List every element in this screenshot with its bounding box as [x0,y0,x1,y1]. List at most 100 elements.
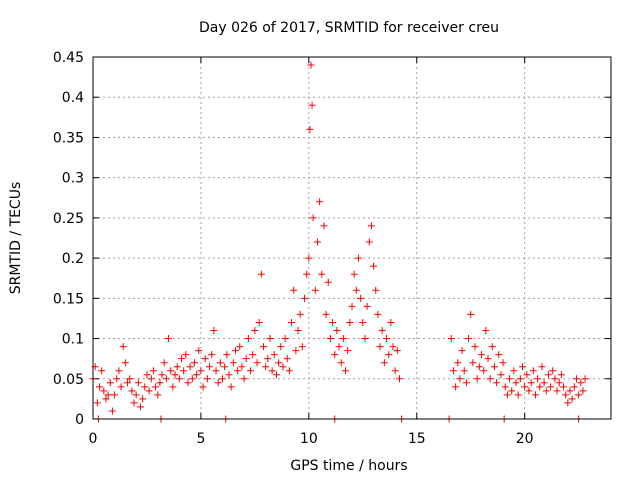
data-point [197,367,205,375]
data-point [486,375,494,383]
y-axis-label: SRMTID / TECUs [8,182,24,295]
data-point [270,351,278,359]
data-point [268,367,276,375]
data-point [365,238,373,246]
data-point [560,383,568,391]
data-point [512,379,520,387]
data-point [389,343,397,351]
data-point [126,375,134,383]
data-point [292,347,300,355]
data-point [119,343,127,351]
data-point [322,310,330,318]
x-tick-label: 0 [89,431,98,447]
data-point [456,375,464,383]
data-point [214,379,222,387]
data-point [320,222,328,230]
data-point [262,363,270,371]
data-point [572,375,580,383]
data-point [378,327,386,335]
data-point [503,391,511,399]
data-point [538,363,546,371]
data-point [152,383,160,391]
data-point [154,391,162,399]
data-point [249,351,257,359]
data-point [531,391,539,399]
data-point [469,359,477,367]
data-point [188,375,196,383]
data-point [495,351,503,359]
data-point [525,387,533,395]
data-point [117,383,125,391]
data-point [98,367,106,375]
data-point [279,363,287,371]
data-point [186,363,194,371]
y-tick-label: 0.15 [53,291,84,307]
data-point [510,367,518,375]
data-point [238,363,246,371]
data-point [201,355,209,363]
data-point [478,351,485,359]
data-point [570,383,578,391]
data-point [551,375,559,383]
data-point [329,318,337,326]
x-tick-label: 15 [408,431,426,447]
data-point [251,327,259,335]
y-tick-label: 0.45 [53,50,84,66]
data-point [145,387,153,395]
data-point [147,375,155,383]
data-point [298,343,306,351]
data-point [339,335,347,343]
data-point [301,294,309,302]
data-point [255,318,263,326]
data-point [352,286,360,294]
data-point [333,327,341,335]
data-point [527,379,535,387]
data-point [534,375,542,383]
data-point [311,286,319,294]
data-point [257,270,265,278]
data-point [195,347,203,355]
data-point [219,375,226,383]
data-point [579,387,587,395]
data-point [309,214,317,222]
data-point [175,375,183,383]
data-point [283,355,291,363]
data-point [290,286,298,294]
data-point [208,351,216,359]
plot-frame [92,56,612,420]
data-point [467,310,475,318]
data-point [206,363,214,371]
data-point [223,351,231,359]
data-point [156,379,164,387]
data-point [376,343,384,351]
data-point [244,335,252,343]
data-point [225,371,233,379]
data-point [272,371,280,379]
data-point [575,391,583,399]
data-point [296,310,304,318]
data-point [342,367,350,375]
data-point [130,399,138,407]
data-point [240,375,248,383]
data-point [190,359,198,367]
data-point [277,343,285,351]
data-point [519,363,527,371]
data-point [193,371,201,379]
data-point [316,198,324,206]
data-point [542,387,550,395]
data-point [210,327,218,335]
y-tick-label: 0 [75,412,84,428]
data-point [555,379,563,387]
data-point [169,383,177,391]
data-point [260,343,268,351]
data-point [447,335,455,343]
data-point [139,395,147,403]
axis-ticks [92,56,611,420]
data-point [484,355,492,363]
data-point [465,335,473,343]
data-point [354,254,362,262]
data-point [346,318,354,326]
data-point [111,391,119,399]
data-point [499,359,507,367]
data-point [460,367,468,375]
